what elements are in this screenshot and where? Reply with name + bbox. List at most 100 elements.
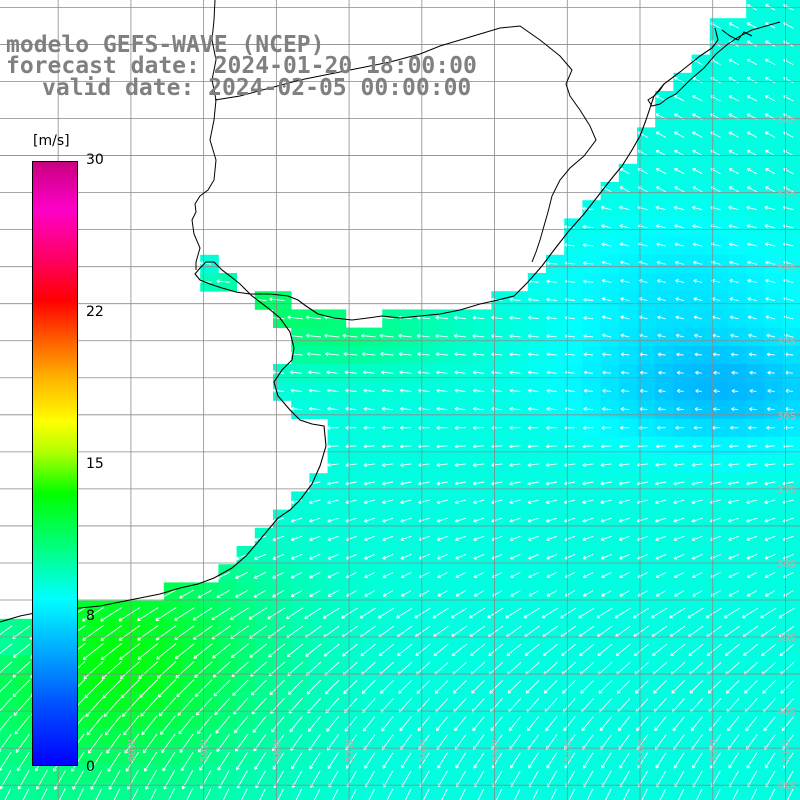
wind-arrow [746,205,758,211]
wind-arrow [728,168,739,175]
wind-arrow [620,315,630,320]
wind-arrow [564,462,576,468]
wind-arrow [675,278,685,283]
wind-arrow [546,279,557,284]
wind-arrow [620,406,630,412]
wind-arrow [766,352,775,357]
wind-arrow [674,95,685,102]
wind-arrow [436,425,448,430]
wind-arrow [619,205,630,211]
wind-arrow [692,131,703,138]
wind-arrow [380,351,394,357]
wind-arrow [658,388,666,393]
wind-arrow [509,406,521,411]
wind-arrow [418,425,430,430]
wind-arrow [655,224,667,229]
wind-arrow [600,499,612,505]
wind-arrow [216,279,230,284]
wind-arrow [728,186,739,193]
wind-arrow [417,352,430,357]
colorbar-tick-8: 8 [86,608,95,624]
wind-arrow [363,499,376,505]
wind-arrow [436,388,448,393]
wind-arrow [676,352,684,357]
wind-arrow [583,406,594,411]
wind-arrow [675,425,684,430]
wind-arrow [694,333,703,338]
wind-arrow [325,351,340,356]
wind-arrow [400,444,412,449]
wind-arrow [747,186,758,193]
wind-arrow [363,462,375,468]
wind-arrow [305,315,322,320]
colorbar-unit-label: [m/s] [33,133,70,149]
wind-arrow [527,425,539,430]
wind-arrow [453,315,467,320]
wind-arrow [619,186,630,193]
wind-arrow [327,444,339,449]
wind-arrow [361,333,376,338]
colorbar [32,161,78,766]
wind-arrow [436,462,448,468]
wind-arrow [728,462,739,467]
wind-arrow [527,481,539,486]
wind-arrow [546,370,557,375]
wind-arrow [749,388,757,394]
wind-arrow [728,149,739,156]
wind-arrow [290,406,303,411]
wind-arrow [418,406,430,411]
wind-arrow [345,444,357,449]
wind-arrow [785,388,793,393]
wind-arrow [620,297,630,302]
wind-arrow [491,481,503,486]
colorbar-tick-15: 15 [86,456,104,472]
wind-arrow [527,499,539,505]
wind-arrow [695,388,702,394]
wind-arrow [746,462,758,467]
wind-arrow [601,260,612,265]
wind-arrow [381,444,394,449]
wind-arrow [675,333,684,338]
longitude-label: 56W [418,739,429,762]
wind-arrow [288,351,303,357]
wind-arrow [766,333,776,338]
wind-arrow [765,278,776,283]
wind-arrow [509,352,521,357]
wind-arrow [545,517,558,523]
wind-arrow [657,352,666,357]
wind-arrow [765,315,776,320]
wind-arrow [692,95,703,102]
wind-arrow [382,481,394,486]
wind-arrow [620,260,630,265]
colorbar-tick-30: 30 [86,152,104,168]
wind-arrow [436,444,448,449]
wind-arrow [345,425,357,430]
wind-arrow [674,242,685,247]
wind-arrow [695,370,702,375]
wind-arrow [363,425,375,430]
wind-arrow [546,315,557,320]
wind-arrow [729,315,739,320]
wind-arrow [399,370,412,375]
wind-arrow [546,406,557,411]
wind-arrow [713,370,720,375]
wind-arrow [691,481,703,486]
wind-arrow [583,425,594,430]
wind-arrow [545,444,557,449]
wind-arrow [748,425,757,430]
wind-arrow [655,149,667,156]
wind-arrow [692,444,703,449]
wind-arrow [472,370,485,375]
wind-arrow [583,370,594,375]
wind-arrow [691,205,703,211]
wind-arrow [619,425,630,430]
wind-arrow [363,388,376,393]
wind-arrow [472,352,485,357]
wind-arrow [290,517,303,523]
wind-arrow [729,297,739,302]
wind-arrow [472,425,485,430]
wind-arrow [436,481,448,486]
wind-arrow [309,406,321,411]
wind-arrow [656,242,666,247]
longitude-label: 53W [636,739,647,762]
